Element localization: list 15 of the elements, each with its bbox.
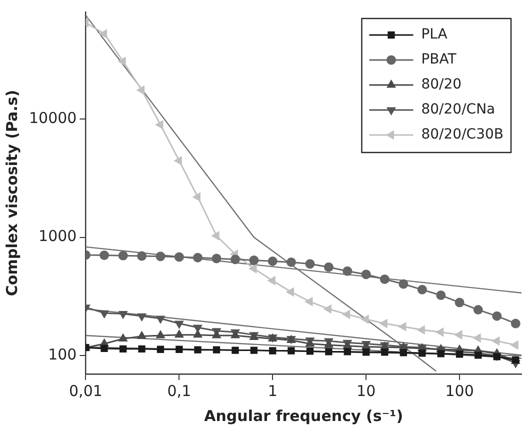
x-tick-label: 0,01	[69, 382, 102, 400]
y-tick-label: 10000	[29, 108, 77, 127]
legend-label: 80/20	[421, 76, 462, 93]
x-tick-label: 0,1	[167, 382, 192, 400]
x-tick-label: 100	[445, 382, 474, 400]
x-tick-label: 1	[268, 382, 278, 400]
y-tick-label: 1000	[38, 227, 77, 246]
x-tick-label: 10	[356, 382, 376, 400]
x-axis-title: Angular frequency (s⁻¹)	[204, 406, 404, 425]
legend-label: 80/20/C30B	[421, 126, 504, 143]
legend-label: PBAT	[421, 52, 457, 68]
y-tick-label: 100	[48, 346, 77, 364]
legend-label: PLA	[421, 26, 448, 43]
y-axis-title: Complex viscosity (Pa.s)	[2, 90, 21, 296]
legend-label: 80/20/CNa	[421, 102, 496, 118]
